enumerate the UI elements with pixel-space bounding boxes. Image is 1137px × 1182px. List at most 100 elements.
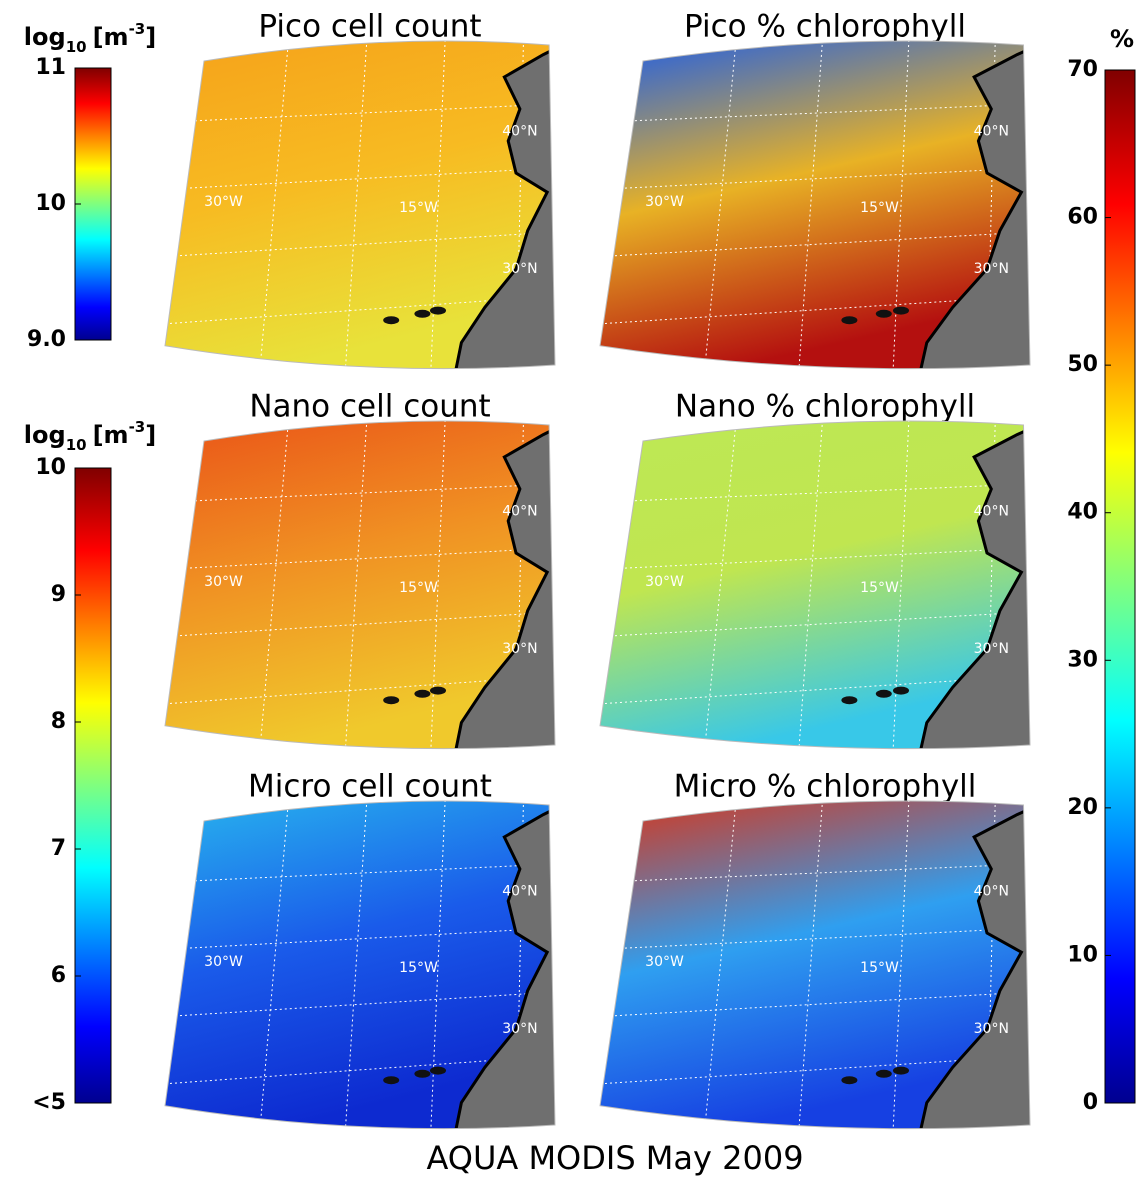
land xyxy=(916,42,1030,369)
graticule xyxy=(797,421,825,749)
map-label: 30°W xyxy=(204,954,243,970)
island xyxy=(383,1076,400,1085)
panel-title: Micro cell count xyxy=(248,769,492,805)
ocean xyxy=(165,421,555,749)
colorbar xyxy=(1104,69,1136,1104)
graticule xyxy=(600,611,1030,638)
island xyxy=(893,686,909,695)
graticule xyxy=(165,927,555,950)
graticule xyxy=(600,1055,1030,1085)
colorbar-tick-label: 9 xyxy=(51,582,66,607)
graticule xyxy=(165,547,555,570)
map-border xyxy=(164,40,556,370)
unit-part: 10 xyxy=(66,436,87,454)
colorbar-unit: log10 [m-3] xyxy=(24,20,156,56)
island xyxy=(893,1066,909,1075)
figure-footer: AQUA MODIS May 2009 xyxy=(426,1139,803,1177)
land xyxy=(451,802,555,1129)
graticule xyxy=(600,927,1030,950)
graticule xyxy=(343,41,369,369)
graticule xyxy=(165,231,555,258)
map xyxy=(600,801,1030,1129)
map-label: 30°N xyxy=(502,261,537,277)
colorbar-tick-label: <5 xyxy=(32,1090,66,1115)
map-border xyxy=(599,420,1031,750)
graticule xyxy=(600,483,1030,503)
ocean xyxy=(600,41,1030,369)
graticule xyxy=(165,991,555,1018)
island xyxy=(841,696,858,705)
panel-title: Pico % chlorophyll xyxy=(684,9,966,45)
graticule xyxy=(702,421,739,749)
colorbar-tick-label: 50 xyxy=(1067,352,1098,377)
graticule xyxy=(600,675,1030,705)
colorbar-tick-label: 7 xyxy=(51,836,66,861)
island xyxy=(414,309,431,318)
graticule xyxy=(343,801,369,1129)
graticule xyxy=(258,421,291,749)
unit-part: log xyxy=(24,421,66,449)
island xyxy=(893,306,909,315)
colorbar-unit: % xyxy=(1110,25,1134,53)
map-label: 40°N xyxy=(974,123,1009,139)
colorbar-tick-label: 0 xyxy=(1083,1090,1098,1115)
graticule xyxy=(165,103,555,123)
graticule xyxy=(891,41,911,369)
graticule xyxy=(165,611,555,638)
island xyxy=(875,309,892,318)
graticule xyxy=(891,801,911,1129)
land xyxy=(916,802,1030,1129)
land xyxy=(451,422,555,749)
map-label: 40°N xyxy=(502,503,537,519)
map-border xyxy=(164,800,556,1130)
colorbar-tick-label: 40 xyxy=(1067,500,1098,525)
island xyxy=(841,1076,858,1085)
map-label: 15°W xyxy=(399,580,438,596)
map-label: 15°W xyxy=(399,200,438,216)
graticule xyxy=(429,421,447,749)
graticule xyxy=(702,801,739,1129)
colorbar-tick-label: 9.0 xyxy=(27,327,66,352)
map-label: 30°W xyxy=(645,954,684,970)
graticule xyxy=(600,167,1030,190)
map xyxy=(165,41,555,369)
land xyxy=(916,422,1030,749)
unit-part: [m xyxy=(93,421,129,449)
map-label: 30°N xyxy=(502,641,537,657)
map-border xyxy=(599,800,1031,1130)
island xyxy=(383,316,400,325)
island xyxy=(414,689,431,698)
graticule xyxy=(600,295,1030,325)
map xyxy=(165,801,555,1129)
map-label: 30°W xyxy=(204,574,243,590)
map-border xyxy=(164,420,556,750)
island xyxy=(875,689,892,698)
unit-part: % xyxy=(1110,25,1134,53)
panel-title: Nano % chlorophyll xyxy=(675,389,975,425)
graticule xyxy=(797,41,825,369)
colorbar-tick-label: 8 xyxy=(51,709,66,734)
island xyxy=(430,686,446,695)
unit-part: 10 xyxy=(66,38,87,56)
colorbar-tick-label: 30 xyxy=(1067,647,1098,672)
ocean xyxy=(165,41,555,369)
map-label: 30°W xyxy=(204,194,243,210)
map xyxy=(165,421,555,749)
graticule xyxy=(600,991,1030,1018)
island xyxy=(383,696,400,705)
ocean xyxy=(600,801,1030,1129)
colorbar-tick-label: 10 xyxy=(35,191,66,216)
colorbar-tick-label: 10 xyxy=(35,455,66,480)
colorbar-tick-label: 70 xyxy=(1067,57,1098,82)
graticule xyxy=(600,103,1030,123)
graticule xyxy=(165,863,555,883)
colorbar-tick-label: 11 xyxy=(35,55,66,80)
map-label: 40°N xyxy=(974,503,1009,519)
island xyxy=(841,316,858,325)
map-label: 15°W xyxy=(860,200,899,216)
graticule xyxy=(600,863,1030,883)
map-label: 30°N xyxy=(974,261,1009,277)
graticule xyxy=(429,41,447,369)
graticule xyxy=(343,421,369,749)
panel-title: Micro % chlorophyll xyxy=(674,769,977,805)
